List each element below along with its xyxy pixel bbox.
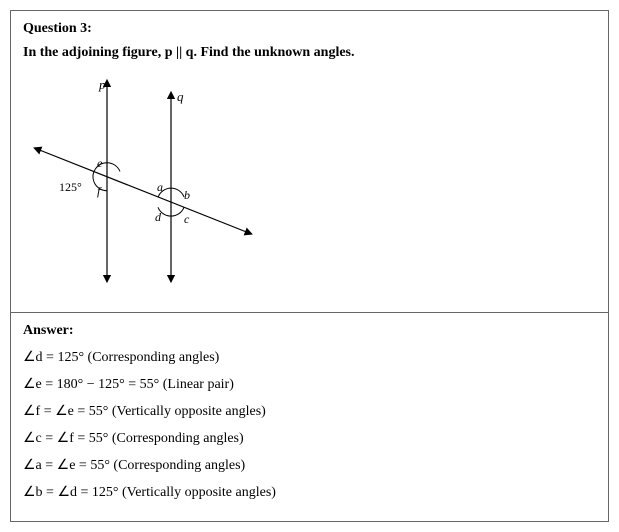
label-f: f	[97, 184, 102, 198]
arc-e	[107, 163, 120, 172]
answer-line: ∠e = 180° − 125° = 55° (Linear pair)	[23, 376, 596, 393]
label-d: d	[155, 210, 162, 224]
page-container: Question 3: In the adjoining figure, p |…	[10, 10, 609, 522]
label-q: q	[177, 89, 184, 104]
label-e: e	[97, 156, 103, 170]
question-text: In the adjoining figure, p || q. Find th…	[23, 45, 596, 61]
label-125: 125°	[59, 180, 82, 194]
answer-line: ∠a = ∠e = 55° (Corresponding angles)	[23, 457, 596, 474]
arc-b	[171, 188, 184, 197]
question-cell: Question 3: In the adjoining figure, p |…	[11, 11, 608, 312]
label-c: c	[184, 212, 190, 226]
answer-line: ∠b = ∠d = 125° (Vertically opposite angl…	[23, 484, 596, 501]
question-number: Question 3:	[23, 21, 596, 37]
label-b: b	[184, 188, 190, 202]
answer-line: ∠f = ∠e = 55° (Vertically opposite angle…	[23, 403, 596, 420]
label-p: p	[98, 77, 106, 92]
label-a: a	[157, 180, 163, 194]
answer-line: ∠d = 125° (Corresponding angles)	[23, 349, 596, 366]
parallel-lines-figure: p q 125° e f a b c d	[29, 71, 259, 291]
answer-heading: Answer:	[23, 323, 596, 339]
answer-line: ∠c = ∠f = 55° (Corresponding angles)	[23, 430, 596, 447]
figure-container: p q 125° e f a b c d	[29, 71, 596, 296]
answer-cell: Answer: ∠d = 125° (Corresponding angles)…	[11, 312, 608, 521]
arc-c	[171, 207, 184, 216]
arc-f	[94, 182, 107, 191]
